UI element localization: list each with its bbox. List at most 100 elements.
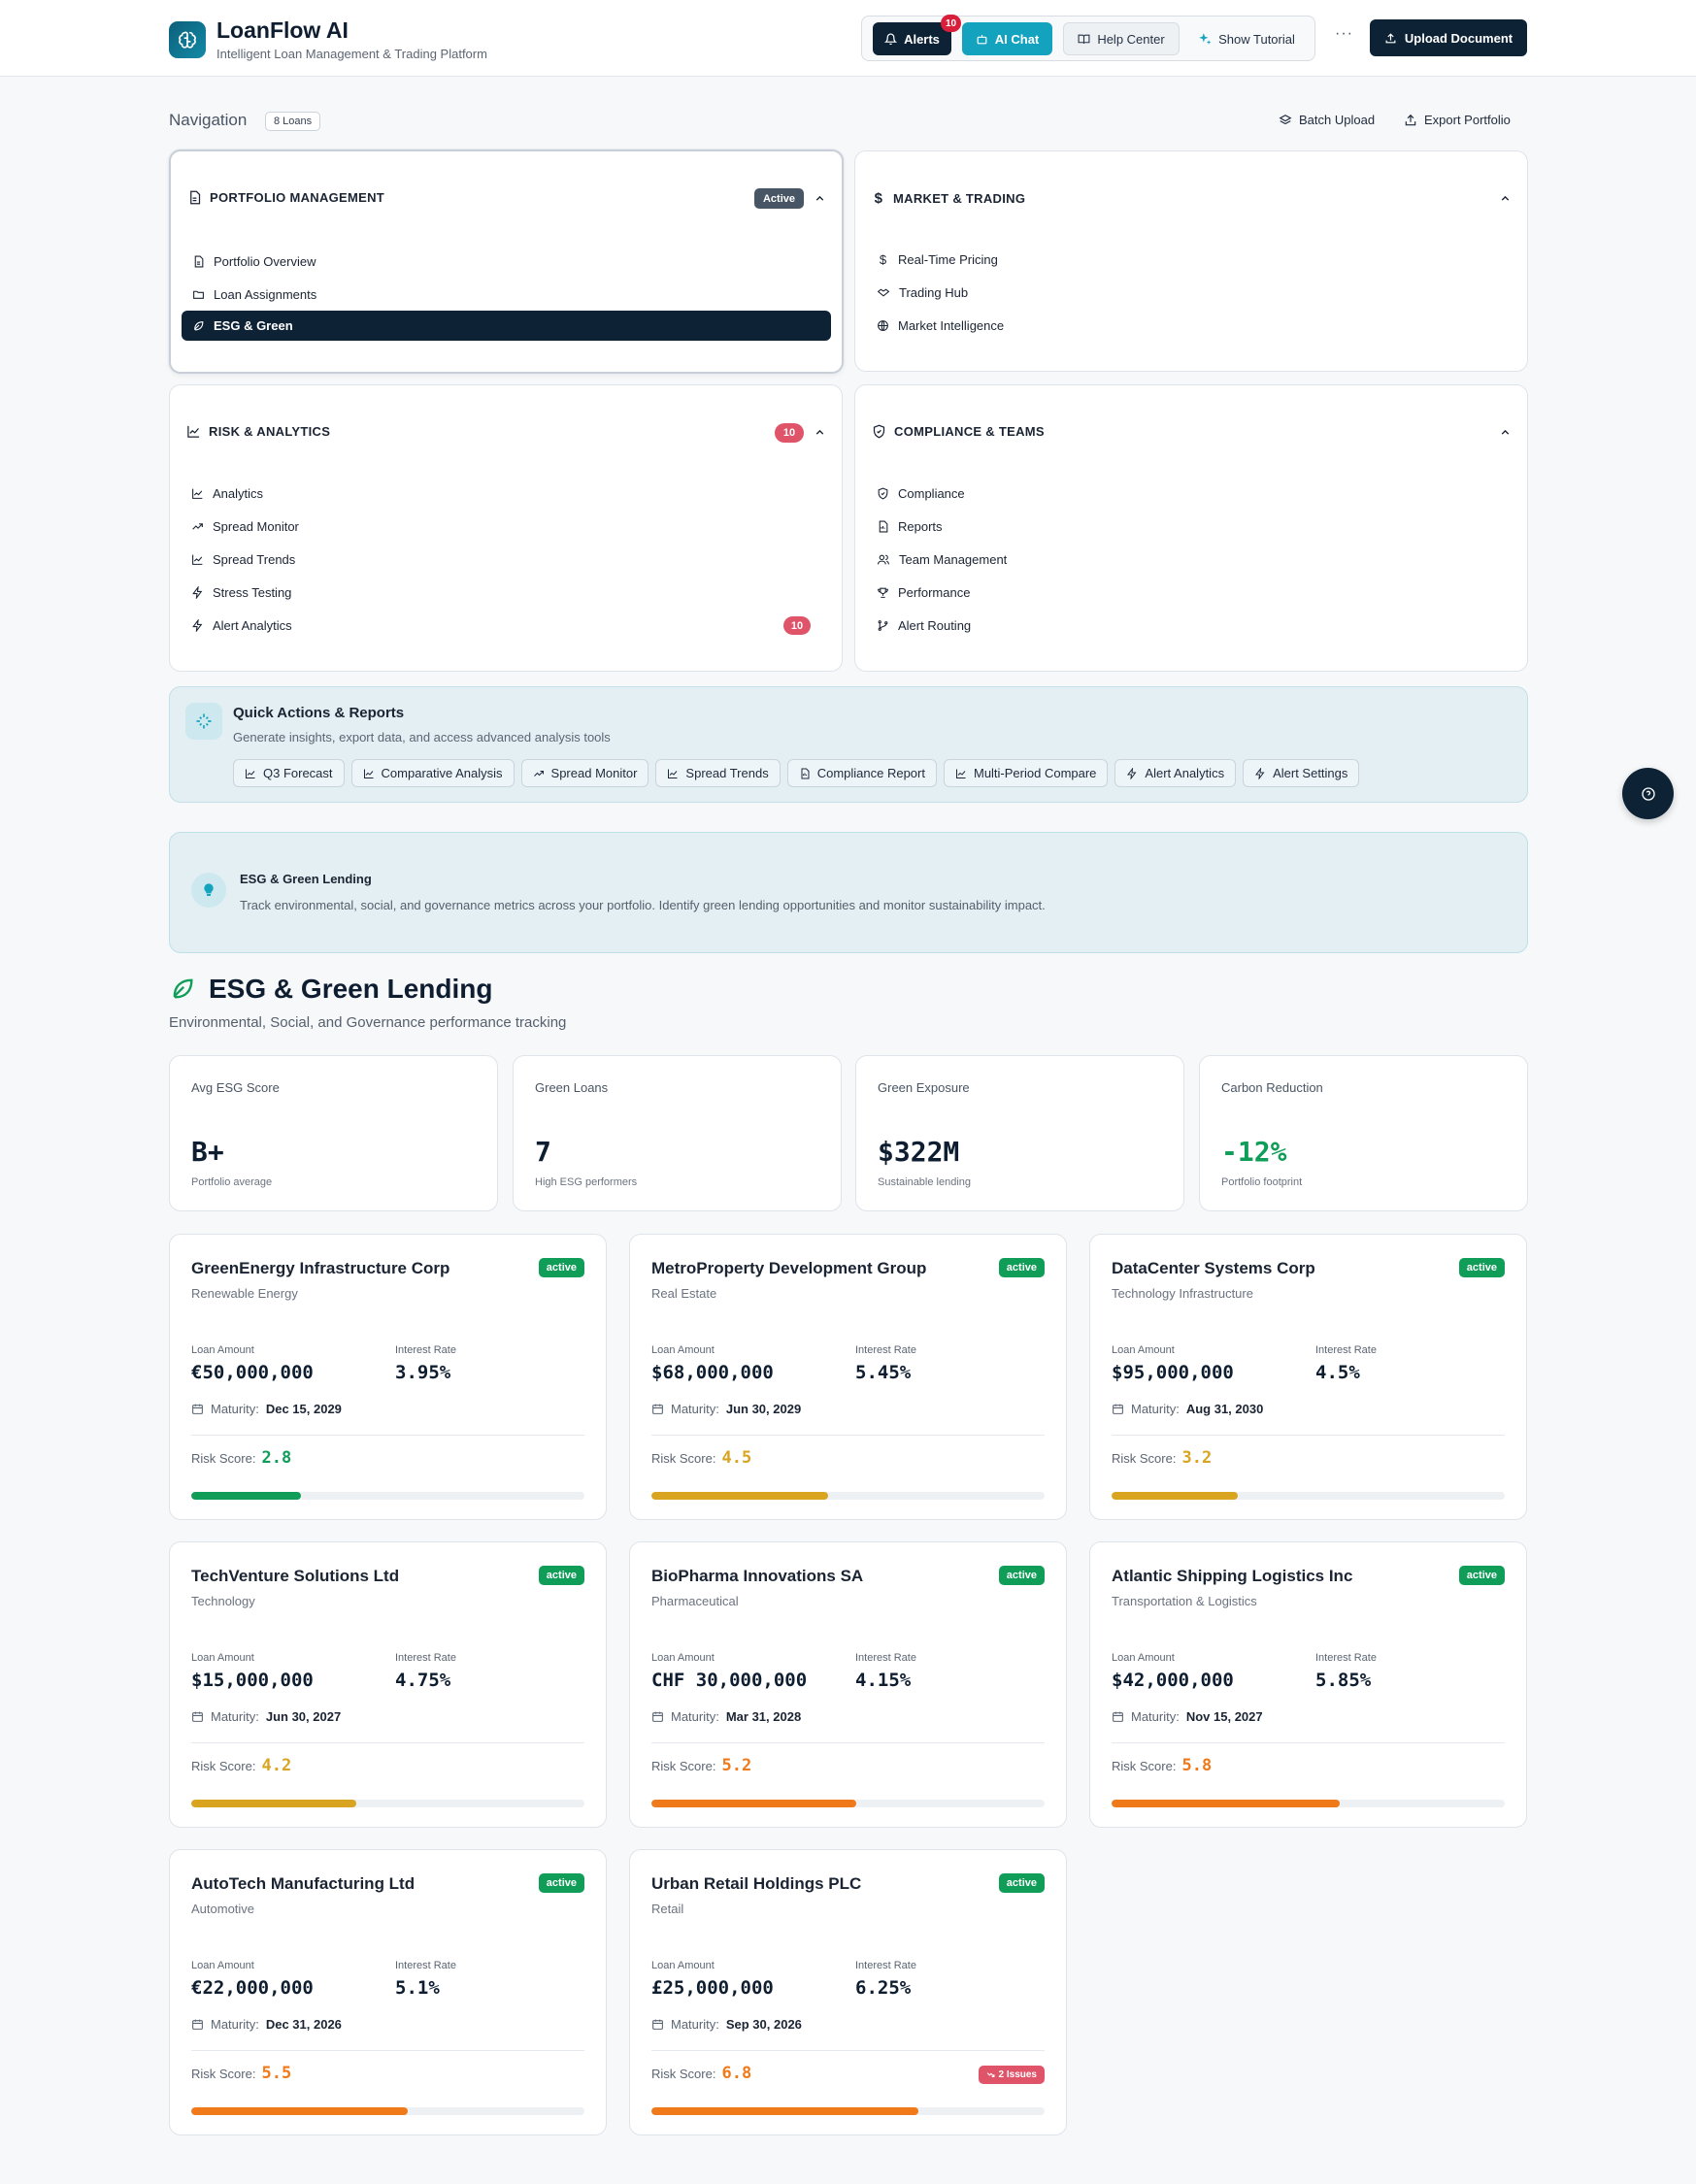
status-badge: active — [1458, 1566, 1505, 1585]
maturity-label: Maturity: — [671, 1709, 719, 1724]
line-chart-icon — [668, 769, 678, 778]
nav-group-title: COMPLIANCE & TEAMS — [894, 424, 1045, 439]
issues-badge[interactable]: 2 Issues — [978, 2066, 1045, 2084]
chip-label: Compliance Report — [816, 766, 925, 780]
nav-item-alert-routing[interactable]: Alert Routing — [866, 611, 971, 641]
export-portfolio-button[interactable]: Export Portfolio — [1404, 113, 1511, 127]
spread-trends-chip[interactable]: Spread Trends — [655, 759, 781, 787]
maturity-label: Maturity: — [1131, 1402, 1180, 1416]
more-menu-button[interactable]: ··· — [1335, 25, 1353, 42]
interest-rate-label: Interest Rate — [855, 1652, 916, 1664]
chevron-up-icon[interactable] — [814, 426, 826, 439]
nav-item-market-intelligence[interactable]: Market Intelligence — [866, 311, 1004, 341]
nav-item-esg-green[interactable]: ESG & Green — [182, 311, 831, 341]
chip-label: Spread Monitor — [550, 766, 638, 780]
stat-card-carbon-reduction: Carbon Reduction -12% Portfolio footprin… — [1199, 1055, 1528, 1211]
batch-upload-button[interactable]: Batch Upload — [1279, 113, 1375, 127]
nav-item-loan-assignments[interactable]: Loan Assignments — [182, 280, 316, 310]
globe-icon — [878, 320, 888, 331]
nav-item-label: Compliance — [898, 486, 965, 501]
stat-label: Green Exposure — [878, 1080, 970, 1095]
nav-group-header[interactable]: RISK & ANALYTICS — [186, 424, 330, 439]
alert-settings-chip[interactable]: Alert Settings — [1243, 759, 1360, 787]
nav-item-analytics[interactable]: Analytics — [181, 479, 263, 509]
loan-card[interactable]: AutoTech Manufacturing Ltd Automotive acti… — [169, 1849, 607, 2135]
nav-item-team-management[interactable]: Team Management — [866, 545, 1007, 575]
nav-item-portfolio-overview[interactable]: Portfolio Overview — [182, 247, 316, 277]
file-text-icon — [190, 190, 201, 205]
chevron-up-icon[interactable] — [1499, 426, 1512, 439]
report-icon — [801, 768, 810, 778]
show-tutorial-button[interactable]: Show Tutorial — [1186, 22, 1307, 55]
multi-period-compare-chip[interactable]: Multi-Period Compare — [943, 759, 1109, 787]
nav-item-performance[interactable]: Performance — [866, 578, 970, 608]
maturity-label: Maturity: — [671, 2017, 719, 2032]
active-badge: Active — [753, 188, 804, 209]
loan-card[interactable]: MetroProperty Development Group Real Esta… — [629, 1234, 1067, 1520]
nav-item-label: Spread Trends — [213, 552, 296, 567]
help-fab-button[interactable] — [1622, 768, 1674, 819]
bell-icon — [884, 33, 898, 45]
alert-analytics-chip[interactable]: Alert Analytics — [1114, 759, 1237, 787]
loan-card[interactable]: TechVenture Solutions Ltd Technology activ… — [169, 1541, 607, 1828]
status-badge: active — [1458, 1258, 1505, 1277]
nav-item-alert-analytics[interactable]: Alert Analytics 10 — [181, 611, 830, 641]
spread-monitor-chip[interactable]: Spread Monitor — [520, 759, 649, 787]
compliance-report-chip[interactable]: Compliance Report — [786, 759, 937, 787]
risk-progress-fill — [1112, 1492, 1238, 1500]
loan-card[interactable]: BioPharma Innovations SA Pharmaceutical ac… — [629, 1541, 1067, 1828]
risk-score-label: Risk Score: — [1112, 1758, 1177, 1773]
sparkle-icon — [185, 703, 222, 740]
app-subtitle: Intelligent Loan Management & Trading Pl… — [216, 47, 487, 61]
chevron-up-icon[interactable] — [1499, 192, 1512, 205]
maturity-date: Aug 31, 2030 — [1185, 1402, 1264, 1416]
risk-score-label: Risk Score: — [191, 2066, 256, 2081]
nav-item-reports[interactable]: Reports — [866, 512, 943, 542]
risk-score-value: 2.8 — [261, 1448, 292, 1468]
loan-card[interactable]: Urban Retail Holdings PLC Retail active Loa… — [629, 1849, 1067, 2135]
q3-forecast-chip[interactable]: Q3 Forecast — [233, 759, 345, 787]
risk-progress-bar — [191, 1492, 584, 1500]
loan-name: GreenEnergy Infrastructure Corp — [191, 1259, 450, 1277]
nav-item-spread-trends[interactable]: Spread Trends — [181, 545, 295, 575]
export-portfolio-label: Export Portfolio — [1424, 113, 1511, 127]
alerts-button[interactable]: Alerts — [873, 22, 951, 55]
loan-card[interactable]: GreenEnergy Infrastructure Corp Renewable… — [169, 1234, 607, 1520]
divider — [651, 1742, 1045, 1743]
nav-item-spread-monitor[interactable]: Spread Monitor — [181, 512, 299, 542]
nav-item-label: Market Intelligence — [898, 318, 1005, 333]
nav-item-real-time-pricing[interactable]: $ Real-Time Pricing — [866, 245, 998, 275]
calendar-icon — [1113, 1711, 1123, 1722]
zap-icon — [192, 619, 203, 632]
loan-amount-value: €22,000,000 — [191, 1977, 314, 1999]
status-badge: active — [538, 1258, 584, 1277]
nav-item-trading-hub[interactable]: Trading Hub — [866, 278, 968, 308]
loan-card[interactable]: DataCenter Systems Corp Technology Infras… — [1089, 1234, 1527, 1520]
nav-group-header[interactable]: $ MARKET & TRADING — [872, 190, 1025, 207]
shield-check-icon — [878, 487, 888, 500]
nav-group-header[interactable]: COMPLIANCE & TEAMS — [872, 424, 1045, 439]
status-badge: active — [998, 1258, 1045, 1277]
navigation-heading: Navigation — [169, 111, 248, 129]
interest-rate-value: 3.95% — [395, 1362, 451, 1383]
alerts-count-badge: 10 — [941, 15, 961, 32]
ai-chat-button[interactable]: AI Chat — [962, 22, 1052, 55]
line-chart-icon — [955, 769, 966, 778]
upload-document-button[interactable]: Upload Document — [1370, 19, 1527, 56]
nav-group-header[interactable]: PORTFOLIO MANAGEMENT — [187, 190, 384, 205]
nav-item-compliance[interactable]: Compliance — [866, 479, 965, 509]
nav-item-label: Loan Assignments — [214, 287, 317, 302]
help-center-button[interactable]: Help Center — [1063, 22, 1180, 55]
brand[interactable]: LoanFlow AI Intelligent Loan Management … — [169, 18, 487, 61]
risk-score-value: 6.8 — [721, 2064, 752, 2083]
top-bar: LoanFlow AI Intelligent Loan Management … — [0, 0, 1696, 77]
risk-score-label: Risk Score: — [191, 1450, 256, 1466]
line-chart-icon — [192, 488, 203, 499]
loan-amount-label: Loan Amount — [191, 1652, 254, 1664]
loan-card[interactable]: Atlantic Shipping Logistics Inc Transport… — [1089, 1541, 1527, 1828]
chevron-up-icon[interactable] — [814, 192, 826, 205]
nav-item-stress-testing[interactable]: Stress Testing — [181, 578, 291, 608]
page-title: ESG & Green Lending — [209, 974, 493, 1004]
comparative-analysis-chip[interactable]: Comparative Analysis — [350, 759, 515, 787]
risk-progress-bar — [191, 1800, 584, 1807]
